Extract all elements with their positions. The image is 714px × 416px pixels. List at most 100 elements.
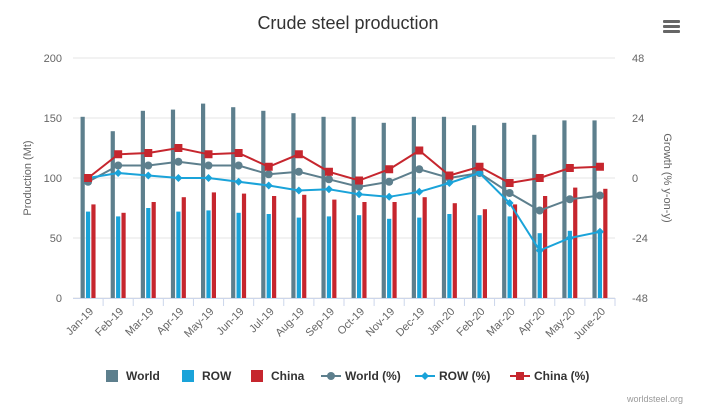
bar — [573, 187, 578, 298]
bar — [411, 116, 416, 298]
data-point — [144, 171, 153, 180]
bar — [381, 122, 386, 298]
y-tick-right: -24 — [632, 233, 648, 245]
legend-label: World — [126, 369, 160, 383]
y-tick-right: 24 — [632, 113, 644, 125]
data-point — [114, 161, 123, 170]
data-point — [535, 206, 544, 215]
legend-item-world[interactable]: World (%) — [321, 369, 401, 383]
data-point — [114, 150, 123, 159]
bar — [507, 216, 512, 298]
data-point — [204, 174, 213, 182]
line-series-row — [84, 169, 604, 255]
chart-title: Crude steel production — [257, 13, 438, 33]
x-tick-label: June-20 — [571, 306, 608, 343]
bar — [266, 214, 271, 298]
bar — [241, 193, 247, 298]
bar — [356, 215, 362, 298]
bar — [562, 120, 567, 299]
legend-item-china[interactable]: China (%) — [510, 369, 589, 383]
x-tick-label: Mar-19 — [123, 306, 156, 339]
line-series-world — [84, 157, 604, 215]
bar — [236, 212, 241, 298]
data-point — [324, 185, 333, 194]
data-point — [144, 161, 153, 170]
x-tick-label: Feb-19 — [93, 306, 126, 339]
legend-item-china[interactable]: China — [251, 369, 305, 383]
legend-item-world[interactable]: World — [106, 369, 160, 383]
bar — [326, 216, 332, 298]
series-line — [87, 146, 600, 185]
legend-item-row[interactable]: ROW — [182, 369, 232, 383]
bar — [477, 215, 482, 298]
x-tick-label: Jan-19 — [64, 306, 96, 338]
data-point — [385, 165, 394, 174]
x-tick-label: Nov-19 — [364, 306, 398, 340]
data-point — [204, 161, 213, 170]
hamburger-menu-icon — [663, 20, 680, 33]
chart-menu-button[interactable] — [660, 14, 684, 38]
data-point — [204, 150, 213, 159]
data-point — [355, 182, 364, 191]
data-point — [565, 234, 574, 242]
data-point — [445, 179, 454, 187]
bar-series-china — [91, 187, 608, 298]
data-point — [84, 174, 93, 182]
bar — [351, 116, 356, 298]
bar — [441, 116, 447, 298]
legend-label: China (%) — [534, 369, 589, 383]
chart-credit[interactable]: worldsteel.org — [626, 394, 683, 404]
data-point — [475, 169, 484, 177]
bar — [116, 216, 121, 298]
bar — [567, 230, 572, 298]
data-point — [294, 150, 303, 159]
bar — [321, 116, 326, 298]
legend[interactable]: World ROW China World (%) ROW (%) China (%) — [106, 369, 589, 383]
data-point — [505, 189, 514, 197]
data-point — [565, 164, 574, 172]
bar — [502, 122, 507, 298]
legend-item-row[interactable]: ROW (%) — [415, 369, 490, 383]
bar — [543, 196, 548, 298]
bar — [140, 110, 145, 298]
data-point — [355, 190, 364, 199]
bar — [291, 113, 296, 298]
bar — [201, 103, 206, 298]
bar — [91, 204, 96, 298]
x-tick-label: Feb-20 — [454, 306, 487, 339]
bar — [181, 197, 186, 298]
bar — [302, 194, 307, 298]
bar — [472, 125, 477, 298]
y-axis-left-title: Production (Mt) — [22, 140, 34, 215]
bar — [80, 116, 85, 298]
axes: 0 -48 50 -24 100 0 150 24 200 48 Jan-19Feb-19Mar-1… — [44, 53, 648, 342]
y-tick-left: 50 — [50, 233, 62, 245]
legend-swatch — [182, 370, 194, 382]
data-point — [415, 165, 424, 174]
data-point — [294, 167, 303, 176]
data-point — [234, 149, 243, 157]
data-point — [264, 181, 273, 190]
bar — [151, 202, 156, 298]
data-point — [355, 176, 364, 185]
y-tick-left: 0 — [56, 293, 62, 305]
bar-series — [80, 103, 608, 299]
data-point — [535, 174, 544, 182]
data-point — [174, 144, 183, 152]
y-tick-right: -48 — [632, 293, 648, 305]
data-point — [505, 199, 514, 207]
bar — [332, 199, 337, 298]
bar — [422, 197, 427, 298]
data-point — [385, 177, 394, 186]
bar — [170, 109, 176, 298]
x-tick-label: Apr-19 — [155, 306, 187, 338]
legend-swatch — [106, 370, 118, 382]
x-tick-label: Dec-19 — [394, 306, 428, 340]
data-point — [294, 186, 303, 195]
x-tick-label: May-19 — [182, 306, 216, 340]
data-point — [595, 191, 604, 200]
x-tick-label: Oct-19 — [335, 306, 367, 338]
legend-marker — [327, 372, 335, 380]
line-series-china — [84, 144, 604, 187]
